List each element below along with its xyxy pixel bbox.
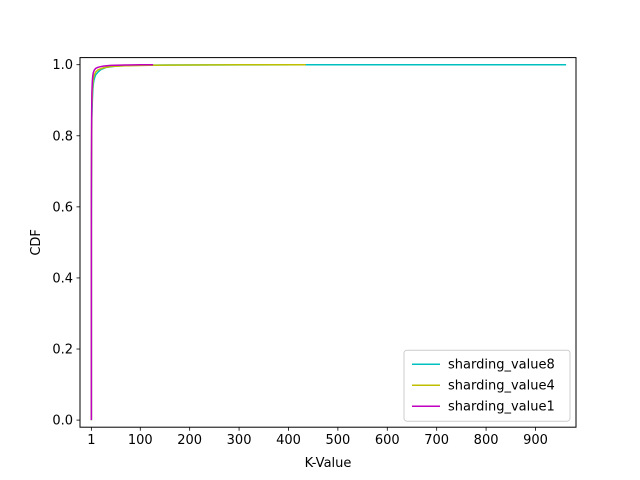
series-layer — [90, 63, 567, 421]
y-axis: 0.0 0.2 0.4 0.6 0.8 1.0 — [52, 58, 80, 429]
x-tick-label: 300 — [227, 433, 252, 448]
legend-box — [403, 349, 571, 422]
x-tick-label: 100 — [128, 433, 153, 448]
x-axis: 1 100 200 300 400 500 600 700 800 900 — [87, 427, 548, 448]
x-tick-label: 500 — [325, 433, 350, 448]
legend: sharding_value8 sharding_value4 sharding_v… — [403, 349, 571, 422]
y-tick-label: 0.2 — [52, 343, 73, 358]
y-tick-label: 0.0 — [52, 414, 73, 429]
y-tick-label: 0.6 — [52, 200, 73, 215]
y-axis-label: CDF — [29, 229, 44, 256]
x-tick-label: 800 — [474, 433, 499, 448]
x-tick-label: 600 — [375, 433, 400, 448]
x-tick-label: 200 — [177, 433, 202, 448]
y-tick-label: 0.8 — [52, 129, 73, 144]
x-axis-label: K-Value — [305, 456, 352, 471]
series-line-sharding_value1 — [90, 63, 154, 421]
x-tick-label: 400 — [276, 433, 301, 448]
x-tick-label: 1 — [87, 433, 95, 448]
series-line-sharding_value4 — [90, 63, 306, 421]
plot-frame — [79, 57, 577, 428]
x-tick-label: 900 — [523, 433, 548, 448]
legend-label: sharding_value1 — [448, 400, 555, 415]
y-tick-label: 0.4 — [52, 271, 73, 286]
x-tick-label: 700 — [424, 433, 449, 448]
y-tick-label: 1.0 — [52, 58, 73, 73]
legend-label: sharding_value4 — [448, 379, 555, 394]
legend-label: sharding_value8 — [448, 358, 555, 373]
